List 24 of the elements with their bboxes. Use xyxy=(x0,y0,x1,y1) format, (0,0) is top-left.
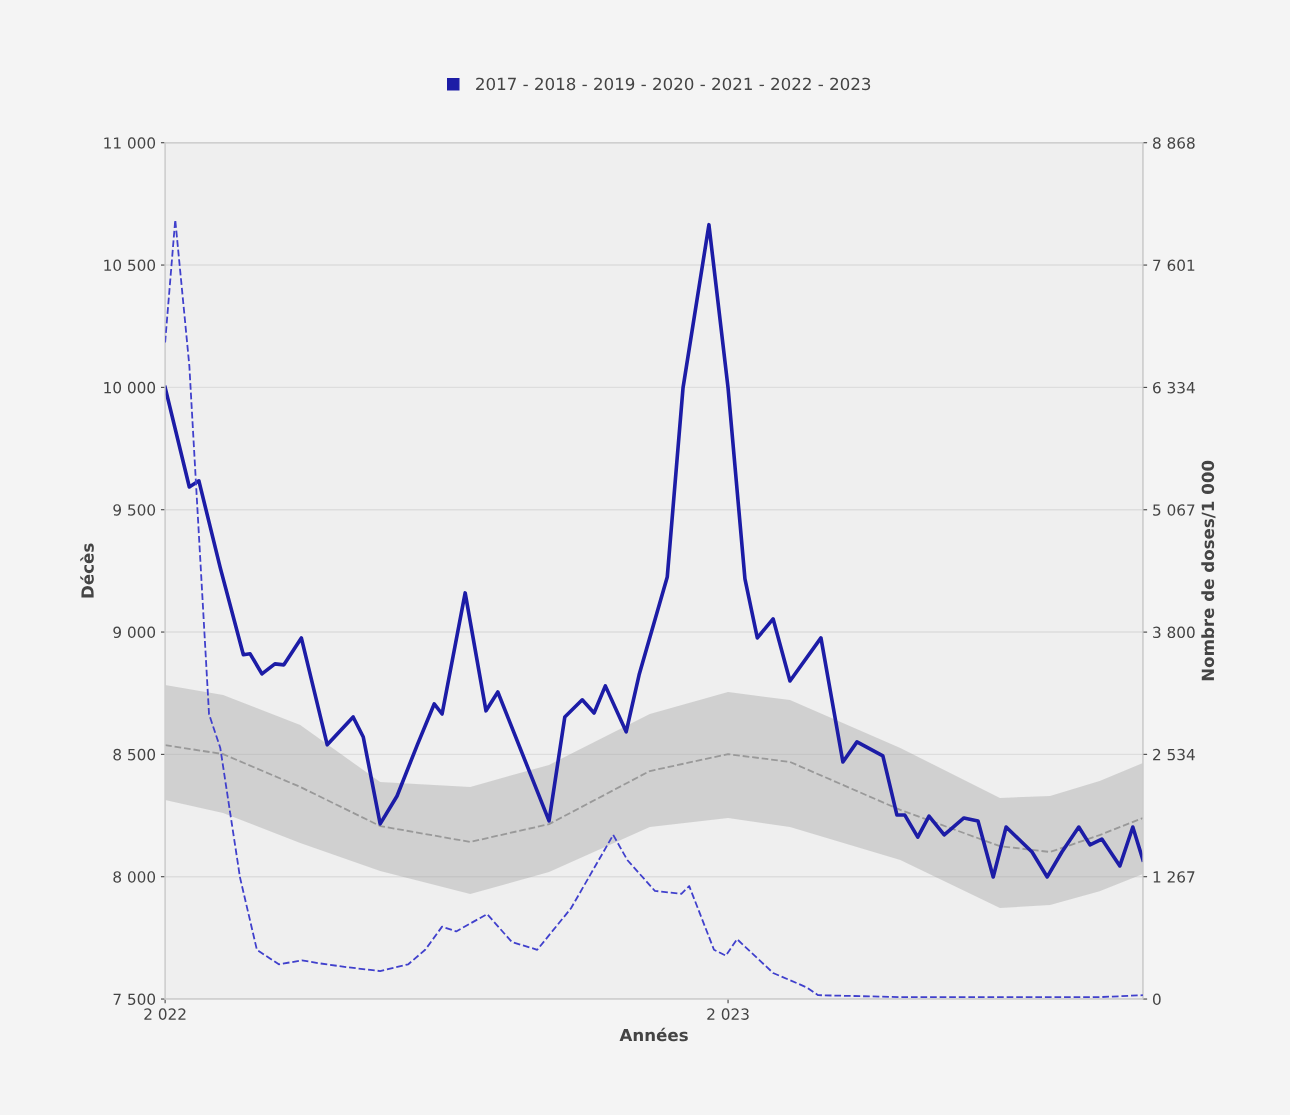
y2-axis-title: Nombre de doses/1 000 xyxy=(1201,460,1216,681)
y-tick-label: 10 500 xyxy=(104,259,156,272)
legend-label: 2017 - 2018 - 2019 - 2020 - 2021 - 2022 - 2023 xyxy=(476,77,871,91)
y2-tick-label: 6 334 xyxy=(1153,381,1195,394)
line-series xyxy=(165,222,1143,879)
y2-tick-label: 2 534 xyxy=(1153,748,1195,761)
y-tick-label: 10 000 xyxy=(104,381,156,394)
y2-tick-label: 7 601 xyxy=(1153,259,1195,272)
y-tick-label: 8 000 xyxy=(113,871,156,883)
y-tick-label: 9 000 xyxy=(113,626,156,639)
y2-tick-label: 5 067 xyxy=(1153,504,1195,516)
x-axis-title: Années xyxy=(619,1027,688,1042)
y-axis-title: Décès xyxy=(80,543,94,598)
y2-tick-label: 8 868 xyxy=(1153,137,1195,149)
y-tick-label: 8 500 xyxy=(113,748,156,761)
line-series xyxy=(165,744,1143,853)
y2-tick-label: 3 800 xyxy=(1153,626,1195,639)
x-tick-label: 2 022 xyxy=(144,1008,186,1020)
y-tick-label: 9 500 xyxy=(113,504,156,516)
y-tick-label: 7 500 xyxy=(113,993,156,1006)
y2-tick-label: 0 xyxy=(1152,993,1161,1006)
y2-tick-label: 1 267 xyxy=(1153,871,1195,883)
y-tick-label: 11 000 xyxy=(104,137,156,149)
x-tick-label: 2 023 xyxy=(707,1008,749,1020)
